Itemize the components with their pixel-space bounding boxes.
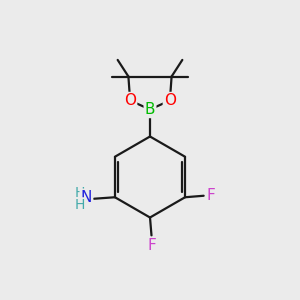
Text: H: H — [74, 186, 85, 200]
Text: F: F — [147, 238, 156, 253]
Text: B: B — [145, 102, 155, 117]
Text: O: O — [124, 93, 136, 108]
Text: N: N — [81, 190, 92, 205]
Text: O: O — [164, 93, 176, 108]
Text: F: F — [206, 188, 215, 203]
Text: H: H — [74, 198, 85, 212]
